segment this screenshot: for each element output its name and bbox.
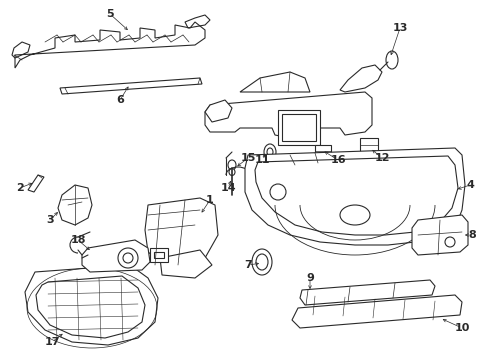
Bar: [360, 138, 378, 152]
Ellipse shape: [256, 254, 268, 270]
Text: 5: 5: [106, 9, 114, 19]
Polygon shape: [160, 250, 212, 278]
Text: 11: 11: [254, 155, 270, 165]
Polygon shape: [292, 295, 462, 328]
Polygon shape: [28, 175, 44, 192]
Text: 10: 10: [454, 323, 470, 333]
Polygon shape: [15, 22, 205, 68]
Polygon shape: [412, 215, 468, 255]
Polygon shape: [205, 100, 232, 122]
Bar: [278, 110, 320, 145]
Ellipse shape: [270, 184, 286, 200]
Polygon shape: [145, 198, 218, 268]
Text: 13: 13: [392, 23, 408, 33]
Ellipse shape: [264, 144, 276, 160]
Polygon shape: [60, 78, 202, 94]
Ellipse shape: [229, 168, 235, 176]
Polygon shape: [245, 148, 465, 245]
Polygon shape: [36, 276, 145, 338]
Text: 16: 16: [330, 155, 346, 165]
Polygon shape: [240, 72, 310, 92]
Text: 2: 2: [16, 183, 24, 193]
Text: 17: 17: [44, 337, 60, 347]
Polygon shape: [205, 92, 372, 138]
Bar: [150, 248, 168, 262]
Ellipse shape: [340, 205, 370, 225]
Text: 9: 9: [306, 273, 314, 283]
Ellipse shape: [445, 237, 455, 247]
Text: 1: 1: [206, 195, 214, 205]
Bar: [315, 145, 331, 157]
Ellipse shape: [123, 253, 133, 263]
Text: 15: 15: [240, 153, 256, 163]
Polygon shape: [340, 65, 382, 92]
Ellipse shape: [252, 249, 272, 275]
Polygon shape: [82, 240, 150, 272]
Text: 8: 8: [468, 230, 476, 240]
Ellipse shape: [228, 160, 236, 170]
Polygon shape: [58, 185, 92, 225]
Text: 18: 18: [70, 235, 86, 245]
Polygon shape: [255, 156, 458, 235]
Text: 14: 14: [220, 183, 236, 193]
Text: 7: 7: [244, 260, 252, 270]
Ellipse shape: [386, 51, 398, 69]
Bar: [282, 114, 316, 141]
Ellipse shape: [118, 248, 138, 268]
Text: 6: 6: [116, 95, 124, 105]
Ellipse shape: [267, 148, 273, 156]
Polygon shape: [300, 280, 435, 305]
Polygon shape: [25, 265, 158, 345]
Text: 12: 12: [374, 153, 390, 163]
Text: 4: 4: [466, 180, 474, 190]
Text: 3: 3: [46, 215, 54, 225]
Bar: [154, 252, 164, 258]
